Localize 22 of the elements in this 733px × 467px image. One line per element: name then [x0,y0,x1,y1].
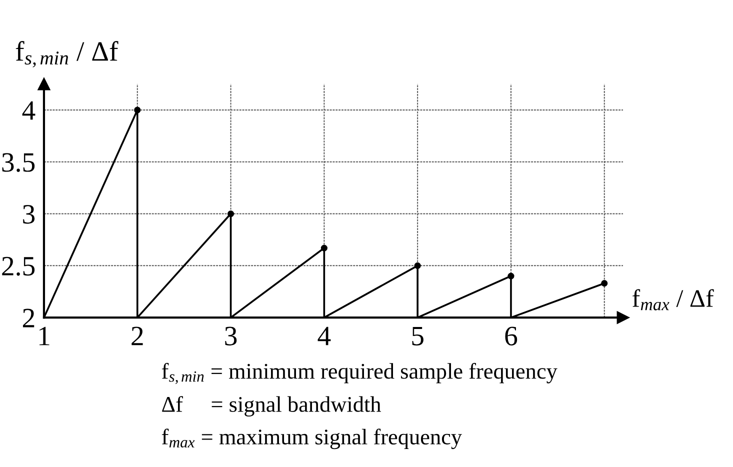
y-tick-label: 2.5 [2,256,35,276]
x-tick-label: 4 [318,326,331,346]
point [320,244,328,252]
point [227,210,234,218]
y-tick-label: 2 [22,308,34,328]
y-tick-label: 3 [23,205,35,224]
x-tick-label: 1 [39,326,50,346]
text: Δf = signal bandwidth [162,396,381,417]
point [134,106,141,114]
point [601,280,608,287]
x-tick-label: 5 [412,326,424,346]
x-tick-label: 2 [132,326,143,346]
y-tick-label: 4 [22,101,36,120]
point [508,272,514,280]
x-axis-title: f$_{max}$ / Δf [632,289,714,310]
text: f$_{max}$ = maximum signal frequency [162,428,462,450]
y-axis-title: f$_{s,min}$ / Δf [16,41,118,68]
x-tick-label: 6 [505,326,518,346]
point [414,262,421,269]
text: f$_{s,min}$ = minimum required sample frequency [162,362,558,384]
y-tick-label: 3.5 [2,153,35,172]
x-tick-label: 3 [225,326,237,346]
